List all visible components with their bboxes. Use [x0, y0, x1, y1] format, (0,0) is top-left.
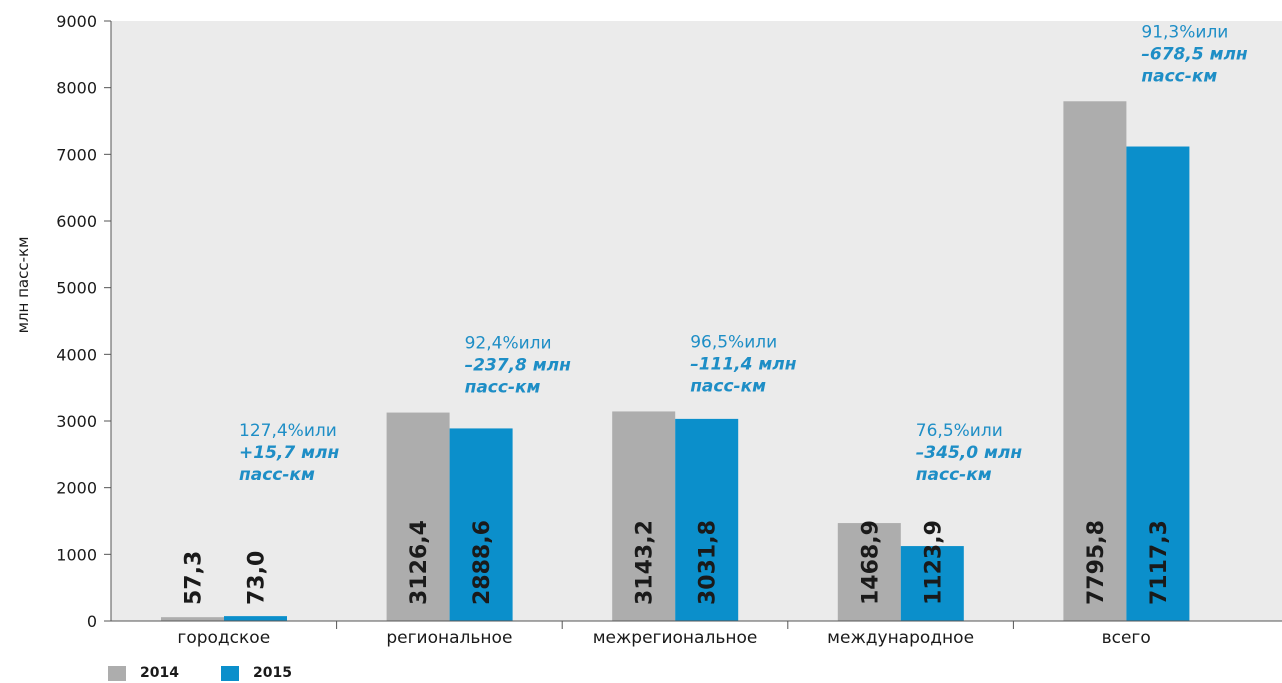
- legend-swatch-2015: [221, 665, 239, 681]
- annotation-line3: пасс-км: [690, 376, 766, 396]
- annotation-line2: –678,5 млн: [1141, 44, 1248, 64]
- data-label-2014: 1468,9: [858, 520, 883, 605]
- annotations: 127,4%или+15,7 млнпасс-км92,4%или–237,8 …: [239, 22, 1248, 485]
- bar-2015: [449, 428, 513, 621]
- bar-2015: [900, 546, 964, 621]
- annotation-line1: 127,4%или: [239, 421, 337, 441]
- y-tick-label: 4000: [56, 345, 97, 364]
- legend-item-2015: 2015: [221, 664, 292, 682]
- value-labels: 57,3 73,0 3126,4 2888,6 3143,2 3031,8 1468,9 11…: [182, 520, 1172, 605]
- y-tick-label: 0: [87, 612, 97, 631]
- legend-label-2015: 2015: [253, 665, 292, 681]
- legend-label-2014: 2014: [140, 665, 179, 681]
- y-tick-label: 5000: [56, 279, 97, 298]
- bar-2014: [161, 617, 224, 621]
- annotation-line3: пасс-км: [239, 465, 315, 485]
- legend-swatch-2014: [108, 665, 126, 681]
- y-tick-label: 3000: [56, 412, 97, 431]
- data-label-2014: 3126,4: [407, 520, 432, 605]
- data-label-2015: 3031,8: [696, 520, 721, 605]
- bar-2015: [1126, 146, 1190, 621]
- data-label-2015: 73,0: [245, 551, 270, 605]
- data-label-2015: 7117,3: [1147, 520, 1172, 605]
- bar-2015: [224, 616, 287, 621]
- annotation-line1: 96,5%или: [690, 332, 777, 352]
- x-category-label: межрегиональное: [593, 628, 758, 648]
- y-tick-label: 7000: [56, 145, 97, 164]
- y-tick-label: 2000: [56, 479, 97, 498]
- bar-2014: [837, 523, 901, 621]
- annotation-line2: –237,8 млн: [465, 356, 572, 376]
- bar-2014: [612, 411, 676, 621]
- data-label-2014: 7795,8: [1084, 520, 1109, 605]
- y-tick-label: 9000: [56, 12, 97, 31]
- data-label-2015: 2888,6: [470, 520, 495, 605]
- bars: [161, 101, 1190, 621]
- y-axis: 0 1000 2000 3000 4000 5000 6000 7000 8000 9000: [56, 12, 111, 631]
- x-category-label: всего: [1102, 628, 1151, 648]
- annotation-line3: пасс-км: [916, 465, 992, 485]
- annotation-line2: –111,4 млн: [690, 354, 797, 374]
- bar-chart: 0 1000 2000 3000 4000 5000 6000 7000 8000 9000 57…: [14, 12, 1282, 648]
- annotation-line2: +15,7 млн: [239, 443, 339, 463]
- x-category-label: международное: [827, 628, 974, 648]
- annotation-line1: 91,3%или: [1141, 22, 1228, 42]
- annotation-line2: –345,0 млн: [916, 443, 1023, 463]
- bar-2014: [1063, 101, 1127, 621]
- annotation-line1: 76,5%или: [916, 421, 1003, 441]
- y-tick-label: 1000: [56, 545, 97, 564]
- x-category-label: городское: [177, 628, 270, 648]
- y-tick-label: 8000: [56, 79, 97, 98]
- y-axis-label: млн пасс-км: [14, 237, 32, 334]
- x-axis: городское региональное межрегиональное межд…: [177, 621, 1151, 648]
- bar-2014: [386, 412, 450, 621]
- y-tick-label: 6000: [56, 212, 97, 231]
- x-category-label: региональное: [386, 628, 512, 648]
- legend-item-2014: 2014: [108, 664, 179, 682]
- data-label-2014: 57,3: [182, 551, 207, 605]
- bar-2015: [675, 418, 739, 621]
- data-label-2014: 3143,2: [633, 520, 658, 605]
- annotation-line3: пасс-км: [1141, 66, 1217, 86]
- annotation-line3: пасс-км: [465, 378, 541, 398]
- annotation-line1: 92,4%или: [465, 334, 552, 354]
- data-label-2015: 1123,9: [921, 520, 946, 605]
